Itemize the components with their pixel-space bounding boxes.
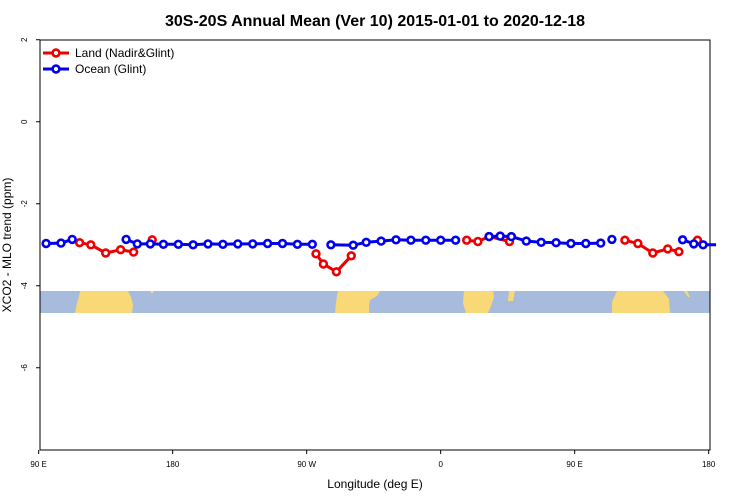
data-point xyxy=(495,231,505,241)
chart-title: 30S-20S Annual Mean (Ver 10) 2015-01-01 … xyxy=(165,13,585,30)
x-tick-label: 180 xyxy=(702,460,716,469)
x-tick-label: 90 E xyxy=(30,460,46,469)
legend: Land (Nadir&Glint) Ocean (Glint) xyxy=(43,46,174,76)
data-point xyxy=(262,238,273,249)
data-point xyxy=(100,248,111,258)
data-point xyxy=(132,239,143,249)
data-point xyxy=(361,237,371,248)
data-point xyxy=(633,238,643,249)
data-point xyxy=(41,238,51,249)
data-point xyxy=(173,239,184,250)
legend-label: Land (Nadir&Glint) xyxy=(75,46,174,60)
x-tick-label: 90 W xyxy=(297,460,316,469)
data-point xyxy=(74,238,85,248)
y-axis-label: XCO2 - MLO trend (ppm) xyxy=(0,178,14,313)
data-point xyxy=(674,247,684,257)
data-point xyxy=(698,240,708,250)
land-south-america xyxy=(335,291,380,313)
data-point xyxy=(188,240,198,250)
y-tick-label: -2 xyxy=(20,200,29,208)
x-axis: 90 E 180 90 W 0 90 E 180 xyxy=(30,450,716,469)
land-madagascar xyxy=(463,291,494,313)
data-point xyxy=(566,238,576,249)
data-point xyxy=(115,245,126,255)
data-point xyxy=(506,231,517,242)
data-point xyxy=(662,244,673,254)
data-point xyxy=(311,249,321,259)
data-point xyxy=(128,247,139,257)
data-point xyxy=(551,238,561,248)
data-point xyxy=(689,239,699,249)
data-point xyxy=(484,231,494,242)
x-tick-label: 180 xyxy=(166,460,180,469)
data-point xyxy=(521,236,531,246)
x-tick-label: 0 xyxy=(438,460,443,469)
data-point xyxy=(376,236,386,246)
data-point xyxy=(595,238,606,248)
data-point xyxy=(391,235,401,245)
y-axis: 2 0 -2 -4 -6 xyxy=(20,37,40,371)
data-point xyxy=(536,237,546,248)
data-point xyxy=(326,240,336,250)
x-axis-label: Longitude (deg E) xyxy=(327,477,422,491)
data-point xyxy=(86,240,96,250)
data-point xyxy=(233,239,243,249)
x-tick-label: 90 E xyxy=(566,460,582,469)
data-point xyxy=(462,235,472,245)
data-point xyxy=(406,235,416,245)
y-tick-label: 0 xyxy=(20,119,29,124)
series-layer xyxy=(41,231,717,277)
data-point xyxy=(56,238,66,248)
data-point xyxy=(473,236,483,247)
data-point xyxy=(346,251,356,261)
data-point xyxy=(318,259,329,269)
land-australia xyxy=(612,291,670,313)
y-tick-label: -4 xyxy=(20,282,29,290)
data-point xyxy=(145,239,156,249)
y-tick-label: -6 xyxy=(20,364,29,372)
data-point xyxy=(218,239,228,250)
data-point xyxy=(331,267,342,277)
data-point xyxy=(158,239,169,250)
data-point xyxy=(421,235,431,245)
data-point xyxy=(620,235,630,245)
data-point xyxy=(203,239,213,249)
legend-marker xyxy=(51,48,61,58)
data-point xyxy=(292,239,303,250)
data-point xyxy=(677,235,688,245)
data-point xyxy=(67,234,77,245)
legend-marker xyxy=(51,64,61,74)
data-point xyxy=(450,235,461,245)
data-point xyxy=(277,238,288,249)
land-africa xyxy=(75,291,133,313)
series-ocean xyxy=(41,231,717,250)
land-madagascar-small xyxy=(508,291,515,301)
data-point xyxy=(307,239,317,250)
data-point xyxy=(648,248,658,258)
data-point xyxy=(581,238,591,249)
data-point xyxy=(436,235,446,245)
y-tick-label: 2 xyxy=(20,37,29,42)
legend-label: Ocean (Glint) xyxy=(75,62,146,76)
series-line xyxy=(314,252,353,274)
land-new-caledonia xyxy=(684,291,690,297)
data-point xyxy=(248,239,258,249)
map-strip xyxy=(40,291,710,313)
data-point xyxy=(607,234,617,245)
data-point xyxy=(348,240,358,250)
land-fleck xyxy=(150,291,154,294)
data-point xyxy=(121,234,131,245)
